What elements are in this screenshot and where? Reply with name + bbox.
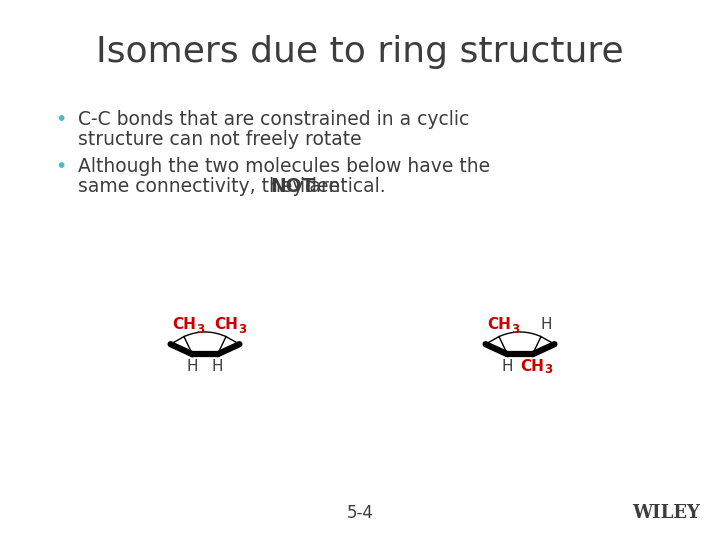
Text: CH: CH (214, 316, 238, 332)
Text: 5-4: 5-4 (346, 504, 374, 522)
Text: H: H (540, 316, 552, 332)
Text: WILEY: WILEY (632, 504, 700, 522)
Text: •: • (55, 110, 66, 129)
Text: 3: 3 (544, 363, 553, 376)
Text: H: H (212, 359, 223, 374)
Text: CH: CH (487, 316, 511, 332)
Text: •: • (55, 157, 66, 176)
Text: CH: CH (172, 316, 196, 332)
Text: same connectivity, they are: same connectivity, they are (78, 177, 346, 196)
Text: Although the two molecules below have the: Although the two molecules below have th… (78, 157, 490, 176)
Text: 3: 3 (196, 322, 204, 335)
Text: identical.: identical. (294, 177, 385, 196)
Text: CH: CH (521, 359, 544, 374)
Text: 3: 3 (238, 322, 246, 335)
Text: H: H (502, 359, 513, 374)
Text: NOT: NOT (270, 177, 315, 196)
Text: C-C bonds that are constrained in a cyclic: C-C bonds that are constrained in a cycl… (78, 110, 469, 129)
Text: 3: 3 (511, 322, 519, 335)
Text: structure can not freely rotate: structure can not freely rotate (78, 130, 361, 149)
Text: Isomers due to ring structure: Isomers due to ring structure (96, 35, 624, 69)
Text: H: H (186, 359, 198, 374)
